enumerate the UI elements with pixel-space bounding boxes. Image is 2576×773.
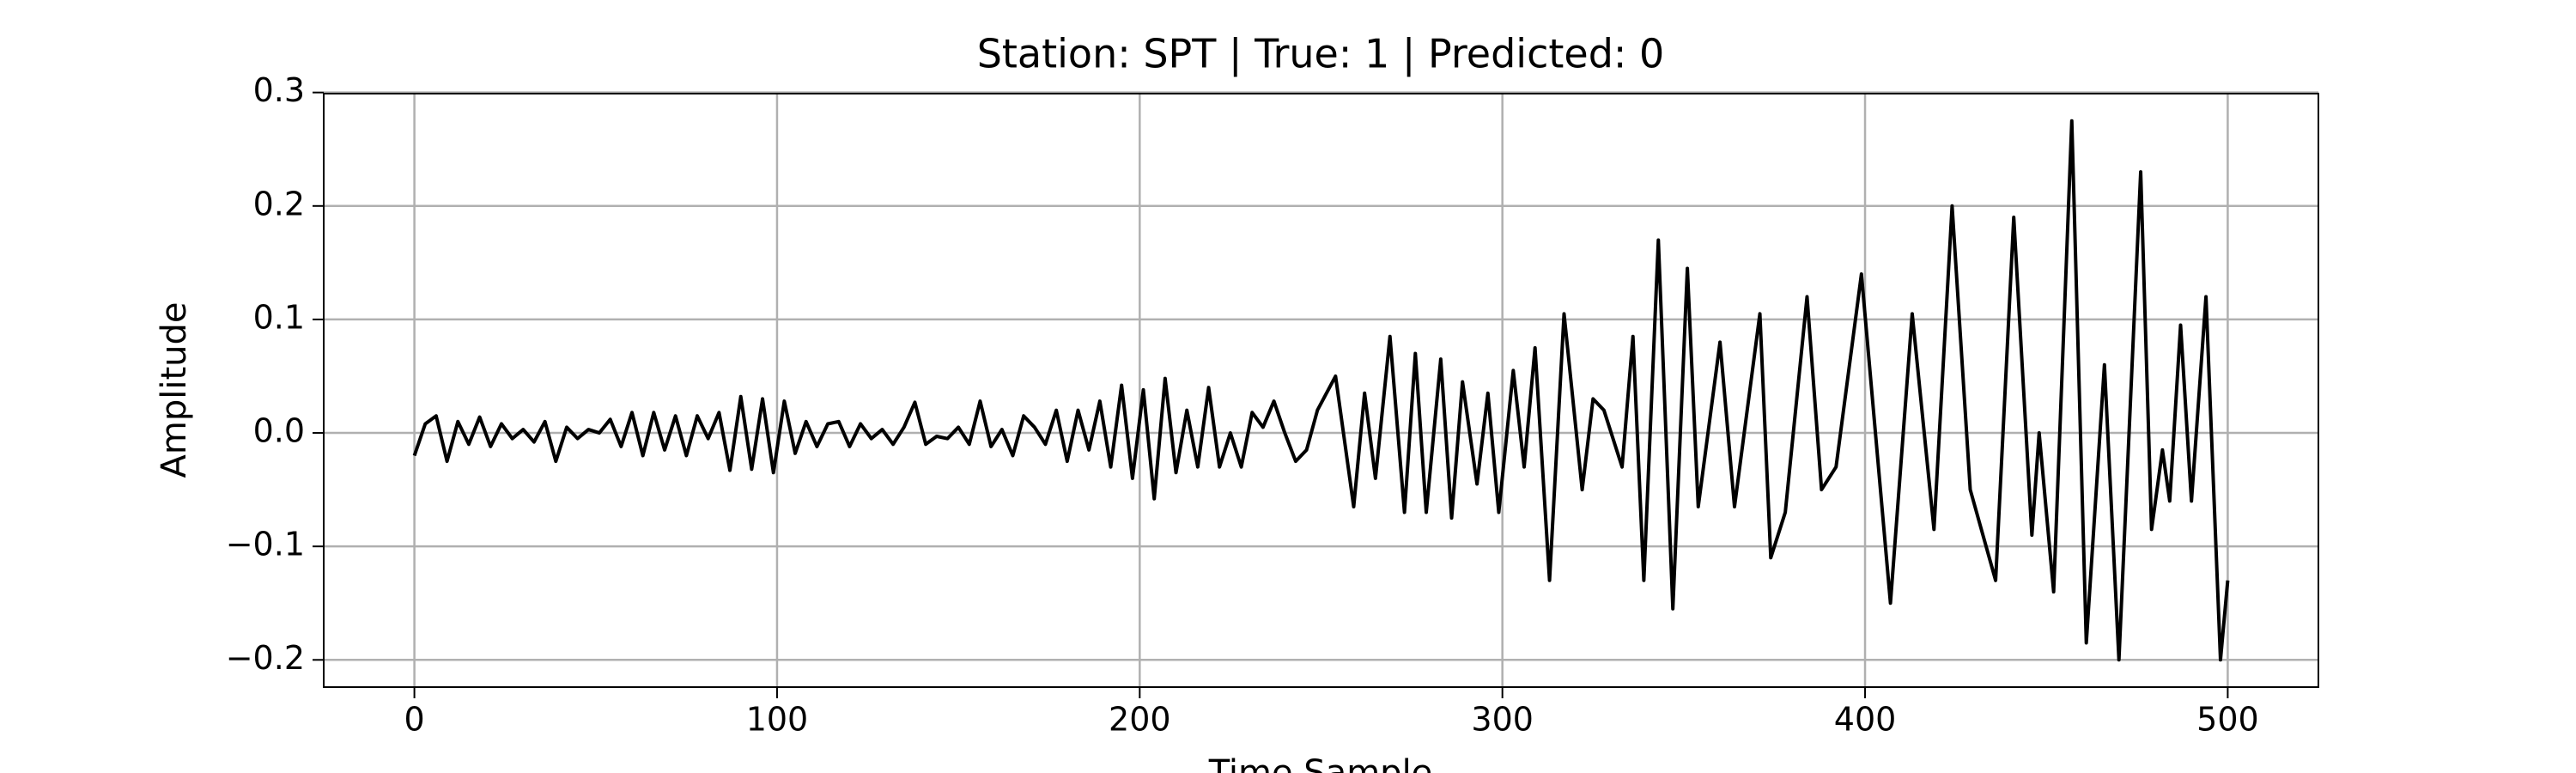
x-tick-label: 0	[404, 701, 424, 739]
y-tick-label: 0.2	[253, 185, 305, 222]
y-axis-label: Amplitude	[155, 302, 194, 478]
y-tick-label: 0.3	[253, 71, 305, 109]
x-tick-label: 400	[1834, 701, 1897, 739]
x-tick-label: 100	[746, 701, 809, 739]
y-tick-label: −0.1	[226, 526, 305, 563]
x-tick-label: 300	[1471, 701, 1534, 739]
y-tick-label: −0.2	[226, 639, 305, 677]
x-axis-label: Time Sample	[1208, 753, 1433, 773]
series-line	[412, 119, 2230, 662]
plot-frame	[323, 93, 2319, 688]
y-tick-label: 0.0	[253, 412, 305, 450]
x-tick-label: 200	[1109, 701, 1171, 739]
x-tick-label: 500	[2196, 701, 2259, 739]
chart-title: Station: SPT | True: 1 | Predicted: 0	[977, 31, 1665, 78]
y-tick-label: 0.1	[253, 298, 305, 336]
